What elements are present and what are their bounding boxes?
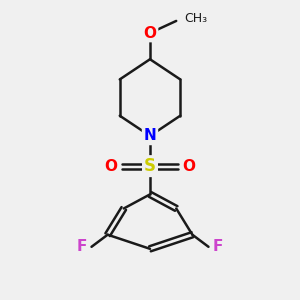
Text: O: O xyxy=(182,159,195,174)
Text: S: S xyxy=(144,157,156,175)
Text: O: O xyxy=(143,26,157,40)
Text: N: N xyxy=(144,128,156,143)
Text: F: F xyxy=(77,239,88,254)
Text: O: O xyxy=(105,159,118,174)
Text: F: F xyxy=(212,239,223,254)
Text: CH₃: CH₃ xyxy=(184,12,207,26)
